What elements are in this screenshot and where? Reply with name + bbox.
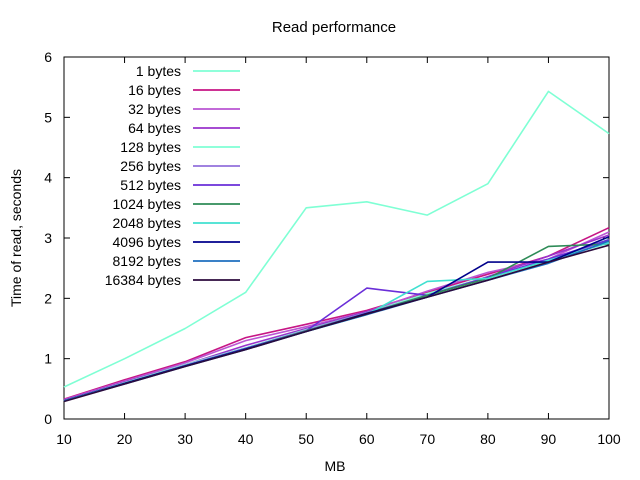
legend-label: 16 bytes — [128, 82, 181, 98]
plot-area: 10 20 30 40 50 60 70 80 90 100 0 1 2 3 4 5 6 — [44, 49, 621, 447]
legend-label: 256 bytes — [120, 158, 181, 174]
legend-label: 1024 bytes — [113, 196, 182, 212]
y-tick-label: 6 — [44, 49, 52, 65]
chart-title: Read performance — [272, 19, 396, 36]
x-axis-label: MB — [325, 458, 346, 474]
y-tick-label: 2 — [44, 290, 52, 306]
legend-label: 512 bytes — [120, 177, 181, 193]
series-line-1-bytes — [63, 90, 610, 388]
x-tick-label: 80 — [480, 431, 496, 447]
legend-label: 2048 bytes — [113, 215, 182, 231]
y-tick-label: 1 — [44, 351, 52, 367]
x-tick-label: 20 — [117, 431, 133, 447]
y-axis-label: Time of read, seconds — [8, 169, 24, 307]
legend-label: 1 bytes — [136, 63, 181, 79]
x-tick-label: 10 — [56, 431, 72, 447]
x-tick-label: 90 — [541, 431, 557, 447]
x-tick-label: 40 — [238, 431, 254, 447]
legend-label: 8192 bytes — [113, 253, 182, 269]
x-tick-label: 70 — [420, 431, 436, 447]
y-tick-label: 3 — [44, 230, 52, 246]
x-tick-label: 100 — [597, 431, 621, 447]
legend: 1 bytes 16 bytes 32 bytes 64 bytes 128 bytes… — [105, 63, 240, 288]
legend-label: 4096 bytes — [113, 234, 182, 250]
legend-label: 64 bytes — [128, 120, 181, 136]
y-tick-label: 5 — [44, 109, 52, 125]
y-tick-label: 4 — [44, 170, 52, 186]
series-lines — [63, 90, 610, 403]
x-tick-label: 30 — [177, 431, 193, 447]
series-line-16384-bytes — [63, 244, 610, 403]
y-tick-label: 0 — [44, 411, 52, 427]
legend-label: 128 bytes — [120, 139, 181, 155]
legend-label: 32 bytes — [128, 101, 181, 117]
legend-label: 16384 bytes — [105, 272, 181, 288]
x-tick-label: 60 — [359, 431, 375, 447]
x-tick-label: 50 — [298, 431, 314, 447]
